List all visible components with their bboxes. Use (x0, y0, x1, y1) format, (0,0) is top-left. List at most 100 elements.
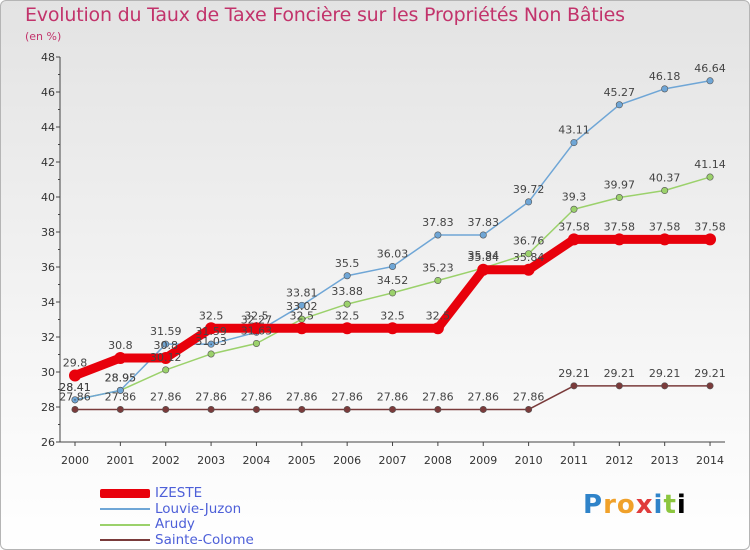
data-label: 27.86 (195, 390, 227, 403)
y-tick-label: 28 (41, 401, 55, 414)
legend-label-arudy: Arudy (155, 516, 195, 533)
x-tick-label: 2002 (152, 454, 180, 467)
data-label: 39.72 (513, 183, 545, 196)
data-point (343, 405, 351, 413)
data-label: 32.5 (290, 309, 315, 322)
legend-label-sainte-colome: Sainte-Colome (155, 531, 254, 548)
data-point (661, 85, 669, 93)
x-tick-label: 2013 (651, 454, 679, 467)
data-label: 29.21 (604, 367, 636, 380)
legend: IZESTE Louvie-Juzon Arudy Sainte-Colome (100, 486, 254, 548)
data-label: 27.86 (150, 390, 182, 403)
data-label: 29.8 (63, 357, 88, 370)
x-tick-label: 2006 (333, 454, 361, 467)
data-label: 45.27 (604, 86, 636, 99)
data-point (615, 194, 623, 202)
data-point (114, 352, 127, 364)
data-point (704, 233, 717, 246)
y-tick-label: 40 (41, 191, 55, 204)
y-tick-label: 26 (41, 436, 55, 449)
data-label: 39.3 (562, 190, 587, 203)
data-point (252, 405, 260, 413)
data-label: 37.83 (422, 216, 454, 229)
legend-label-louvie-juzon: Louvie-Juzon (155, 500, 242, 517)
data-label: 31.03 (195, 335, 227, 348)
data-point (159, 352, 172, 364)
legend-item-izeste: IZESTE (100, 486, 254, 502)
data-label: 32.5 (380, 309, 405, 322)
data-point (434, 276, 442, 284)
legend-item-arudy: Arudy (100, 517, 254, 533)
data-label: 29.21 (649, 367, 681, 380)
data-label: 32.5 (335, 309, 360, 322)
data-point (525, 405, 533, 413)
data-point (116, 386, 124, 394)
data-label: 37.58 (649, 220, 681, 233)
data-point (207, 340, 215, 348)
data-point (661, 187, 669, 195)
data-label: 37.58 (694, 220, 726, 233)
data-label: 33.81 (286, 286, 318, 299)
data-label: 46.18 (649, 70, 681, 83)
data-label: 32.5 (199, 309, 224, 322)
data-label: 46.64 (694, 62, 726, 75)
data-point (69, 369, 81, 382)
data-label: 35.84 (513, 251, 545, 264)
data-point (613, 233, 626, 246)
data-label: 35.23 (422, 261, 454, 274)
data-point (389, 405, 397, 413)
y-tick-label: 36 (41, 261, 55, 274)
data-label: 41.14 (694, 158, 726, 171)
data-point (386, 322, 399, 335)
data-point (162, 366, 170, 374)
data-label: 30.12 (150, 351, 182, 364)
data-point (479, 405, 487, 413)
data-point (658, 233, 671, 246)
x-tick-label: 2005 (288, 454, 316, 467)
data-point (298, 405, 306, 413)
data-label: 30.8 (108, 339, 133, 352)
x-tick-label: 2011 (560, 454, 588, 467)
data-point (434, 231, 442, 239)
legend-label-izeste: IZESTE (155, 485, 203, 502)
data-point (525, 198, 533, 206)
y-tick-label: 32 (41, 331, 55, 344)
logo-letter: i (653, 490, 664, 520)
data-point (389, 262, 397, 270)
legend-swatch-sainte-colome (100, 539, 150, 542)
proxiti-logo: Proxiti (583, 490, 687, 520)
data-label: 28.95 (105, 371, 137, 384)
x-tick-label: 2001 (106, 454, 134, 467)
data-label: 31.59 (150, 325, 182, 338)
data-label: 33.88 (331, 285, 363, 298)
data-label: 37.58 (604, 220, 636, 233)
data-label: 31.63 (241, 324, 273, 337)
x-tick-label: 2010 (515, 454, 543, 467)
data-label: 35.84 (467, 251, 499, 264)
data-point (706, 382, 714, 390)
data-point (661, 382, 669, 390)
y-tick-label: 42 (41, 156, 55, 169)
data-label: 35.94 (467, 249, 499, 262)
data-point (343, 300, 351, 308)
logo-letter: P (583, 490, 604, 520)
data-point (295, 322, 308, 335)
data-point (298, 301, 306, 309)
data-label: 33.02 (286, 300, 318, 313)
data-label: 36.76 (513, 235, 545, 248)
data-point (116, 405, 124, 413)
data-point (567, 233, 580, 246)
data-label: 30.8 (153, 339, 178, 352)
x-tick-label: 2003 (197, 454, 225, 467)
data-label: 28.41 (59, 381, 91, 394)
data-label: 31.59 (195, 325, 227, 338)
data-label: 37.83 (467, 216, 499, 229)
data-label: 32.27 (241, 313, 273, 326)
data-point (341, 322, 354, 335)
data-label: 28.41 (59, 381, 91, 394)
data-label: 27.86 (105, 390, 137, 403)
data-label: 35.5 (335, 257, 360, 270)
x-tick-label: 2000 (61, 454, 89, 467)
data-label: 34.52 (377, 274, 409, 287)
